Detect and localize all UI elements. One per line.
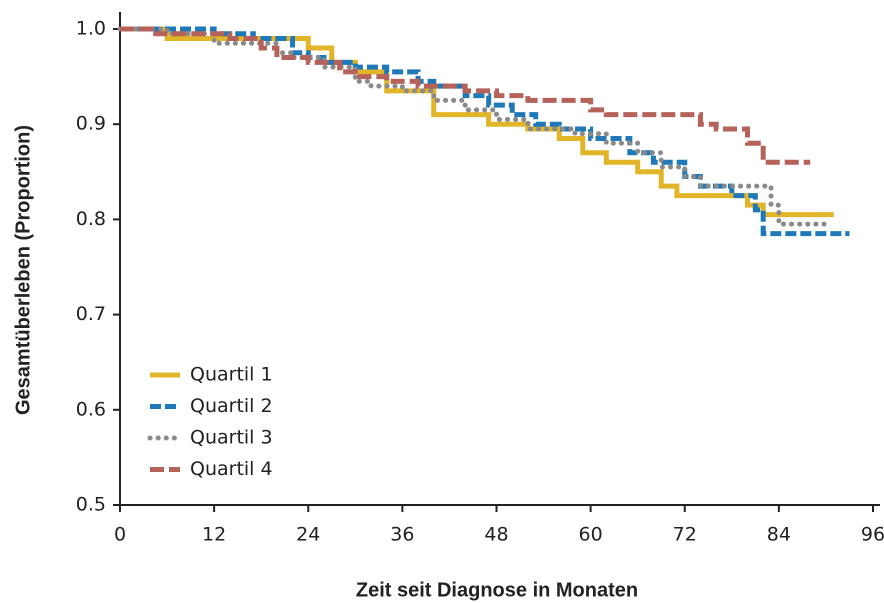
legend-label: Quartil 4 [190, 458, 273, 480]
x-tick-label: 24 [296, 524, 320, 546]
survival-curve [120, 26, 834, 218]
y-tick-label: 0.7 [76, 303, 106, 325]
x-tick-label: 48 [484, 524, 508, 546]
x-tick-label: 72 [673, 524, 697, 546]
x-tick-label: 84 [767, 524, 791, 546]
y-tick-label: 0.6 [76, 398, 106, 420]
y-axis-title: Gesamtüberleben (Proportion) [12, 125, 34, 415]
legend-label: Quartil 3 [190, 427, 273, 449]
survival-curve [117, 26, 829, 227]
x-tick-label: 60 [579, 524, 603, 546]
survival-curve [120, 26, 811, 165]
legend-label: Quartil 1 [190, 364, 273, 386]
y-tick-label: 0.9 [76, 113, 106, 135]
y-tick-label: 1.0 [76, 18, 106, 40]
x-tick-label: 96 [861, 524, 884, 546]
survival-curve [120, 26, 850, 237]
x-tick-label: 0 [114, 524, 126, 546]
x-axis-title: Zeit seit Diagnose in Monaten [356, 579, 638, 601]
x-tick-label: 36 [390, 524, 414, 546]
x-tick-label: 12 [202, 524, 226, 546]
y-tick-label: 0.5 [76, 494, 106, 516]
legend-label: Quartil 2 [190, 395, 273, 417]
y-tick-label: 0.8 [76, 208, 106, 230]
